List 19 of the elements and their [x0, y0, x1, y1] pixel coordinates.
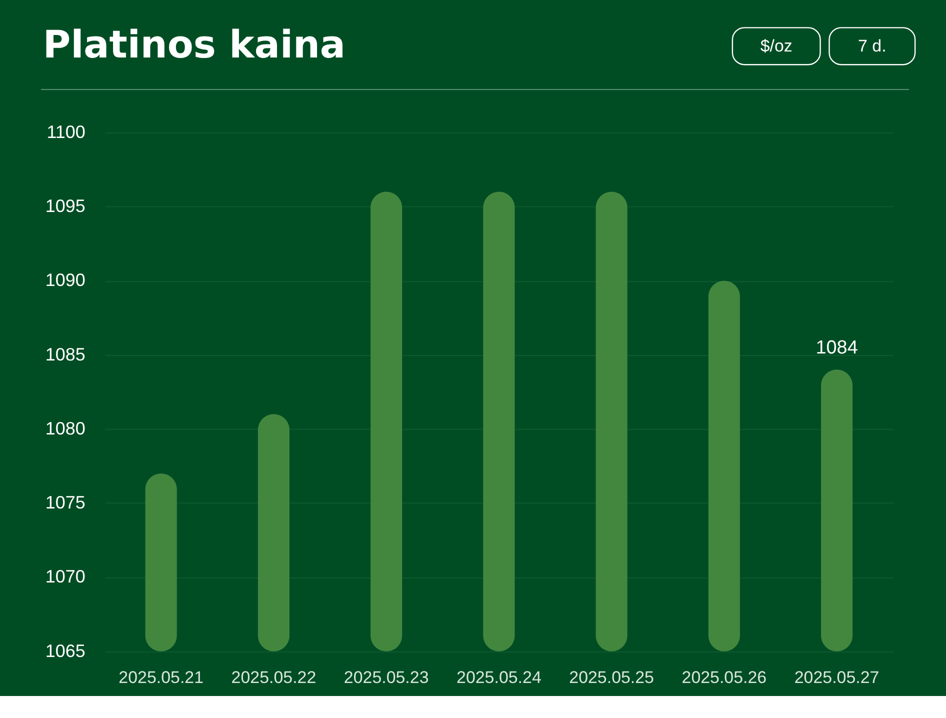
y-tick-label: 1075 — [45, 492, 86, 513]
text: 7 d. — [858, 36, 886, 56]
x-tick-label: 2025.05.26 — [682, 668, 767, 687]
y-tick-label: 1095 — [45, 196, 86, 216]
data-label: 1084 — [816, 338, 858, 359]
x-tick-label: 2025.05.24 — [456, 668, 542, 687]
x-tick-label: 2025.05.21 — [118, 668, 204, 687]
chart-title: Platinos kaina — [42, 22, 346, 67]
y-tick-label: 1090 — [45, 270, 86, 290]
y-tick-label: 1085 — [45, 344, 86, 364]
text: $/oz — [760, 36, 792, 56]
y-tick-label: 1100 — [46, 122, 86, 142]
x-tick-label: 2025.05.27 — [794, 668, 880, 687]
y-tick-label: 1070 — [45, 566, 86, 587]
x-tick-label: 2025.05.22 — [231, 668, 316, 687]
x-tick-label: 2025.05.25 — [569, 668, 654, 687]
x-tick-label: 2025.05.23 — [344, 668, 429, 687]
y-tick-label: 1065 — [45, 640, 86, 661]
y-tick-label: 1080 — [45, 418, 86, 438]
